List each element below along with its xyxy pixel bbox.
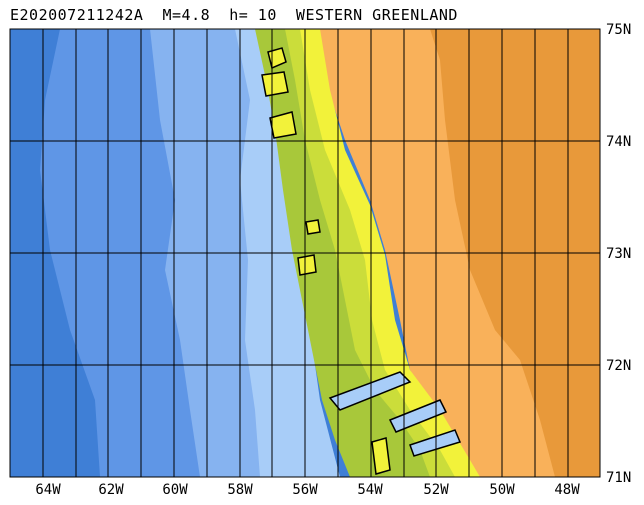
map-frame	[9, 28, 601, 478]
island	[261, 71, 289, 97]
lat-label: 71N	[606, 470, 631, 486]
lat-label: 73N	[606, 246, 631, 262]
lat-label: 72N	[606, 358, 631, 374]
lon-label: 50W	[489, 482, 515, 498]
lon-label: 58W	[227, 482, 253, 498]
map-title: E202007211242A M=4.8 h= 10 WESTERN GREEN…	[10, 6, 458, 24]
lon-label: 60W	[162, 482, 188, 498]
lon-label: 48W	[554, 482, 580, 498]
lon-label: 54W	[357, 482, 383, 498]
lon-label: 52W	[423, 482, 449, 498]
lon-label: 64W	[35, 482, 61, 498]
lon-label: 56W	[292, 482, 318, 498]
lon-label: 62W	[98, 482, 124, 498]
latitude-labels: 75N 74N 73N 72N 71N	[606, 22, 631, 486]
lat-label: 74N	[606, 134, 631, 150]
island	[269, 111, 297, 139]
island	[371, 437, 391, 475]
island	[297, 254, 317, 276]
island	[305, 219, 321, 235]
longitude-labels: 64W 62W 60W 58W 56W 54W 52W 50W 48W	[35, 482, 580, 498]
fjord-water	[409, 429, 462, 457]
fjord-water	[328, 371, 412, 411]
lat-label: 75N	[606, 22, 631, 38]
